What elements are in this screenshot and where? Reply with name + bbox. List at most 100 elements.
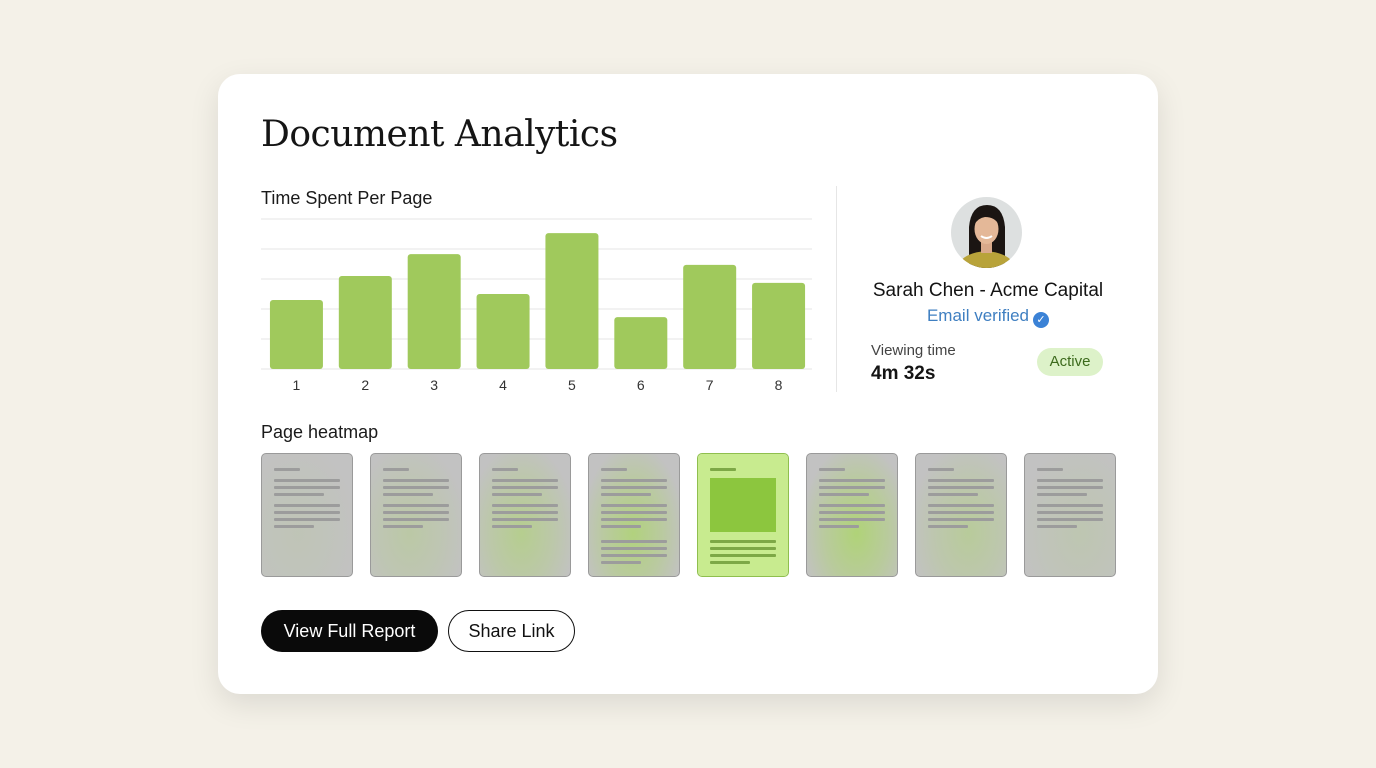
share-link-button[interactable]: Share Link: [448, 610, 575, 652]
x-tick-label: 4: [499, 377, 507, 393]
text-line: [492, 525, 532, 528]
text-line: [274, 479, 340, 482]
page-thumbnail-4[interactable]: [588, 453, 680, 577]
viewing-time-value: 4m 32s: [871, 363, 936, 384]
text-line: [928, 468, 954, 471]
text-line: [1037, 525, 1077, 528]
heat-overlay: [1025, 454, 1115, 576]
heat-overlay: [262, 454, 352, 576]
text-line: [819, 479, 885, 482]
text-line: [383, 511, 449, 514]
text-line: [383, 525, 423, 528]
text-line: [819, 525, 859, 528]
email-verified-label: Email verified: [926, 306, 1030, 325]
text-line: [492, 504, 558, 507]
text-line: [710, 547, 776, 550]
page-thumbnail-2[interactable]: [370, 453, 462, 577]
text-line: [601, 561, 641, 564]
heat-overlay: [371, 454, 461, 576]
text-line: [601, 547, 667, 550]
text-line: [601, 479, 667, 482]
page-thumbnail-1[interactable]: [261, 453, 353, 577]
bar-page-6: [614, 317, 668, 369]
bar-page-8: [752, 282, 806, 369]
viewer-name: Sarah Chen - Acme Capital: [872, 280, 1104, 301]
text-line: [819, 468, 845, 471]
text-line: [819, 518, 885, 521]
text-line: [928, 504, 994, 507]
email-verified: Email verified ✓: [838, 306, 1138, 328]
x-tick-label: 7: [706, 377, 714, 393]
page-thumbnail-7[interactable]: [915, 453, 1007, 577]
heat-overlay: [916, 454, 1006, 576]
text-line: [819, 493, 869, 496]
text-line: [492, 479, 558, 482]
image-block: [710, 478, 776, 532]
text-line: [819, 504, 885, 507]
heat-overlay: [807, 454, 897, 576]
text-line: [601, 468, 627, 471]
heat-overlay: [589, 454, 679, 576]
text-line: [492, 493, 542, 496]
text-line: [710, 561, 750, 564]
heatmap-title: Page heatmap: [261, 422, 379, 442]
viewing-time-label: Viewing time: [871, 342, 956, 359]
heat-overlay: [480, 454, 570, 576]
x-tick-label: 8: [775, 377, 783, 393]
x-tick-label: 5: [568, 377, 576, 393]
text-line: [274, 468, 300, 471]
text-line: [1037, 511, 1103, 514]
text-line: [1037, 518, 1103, 521]
bar-page-5: [545, 233, 599, 369]
x-tick-label: 1: [293, 377, 301, 393]
text-line: [601, 493, 651, 496]
x-tick-label: 6: [637, 377, 645, 393]
text-line: [601, 518, 667, 521]
view-full-report-button[interactable]: View Full Report: [261, 610, 438, 652]
text-line: [928, 525, 968, 528]
time-per-page-chart: 1 2 3 4 5 6 7 8: [261, 218, 812, 393]
status-badge: Active: [1037, 348, 1103, 376]
text-line: [928, 493, 978, 496]
text-line: [601, 525, 641, 528]
text-line: [601, 504, 667, 507]
text-line: [274, 504, 340, 507]
text-line: [710, 540, 776, 543]
verified-check-icon: ✓: [1033, 312, 1050, 328]
page-thumbnail-3[interactable]: [479, 453, 571, 577]
page-heatmap: [261, 453, 1116, 577]
text-line: [492, 518, 558, 521]
text-line: [274, 486, 340, 489]
text-line: [1037, 493, 1087, 496]
text-line: [492, 486, 558, 489]
text-line: [819, 486, 885, 489]
bar-page-2: [338, 276, 392, 369]
page-thumbnail-8[interactable]: [1024, 453, 1116, 577]
text-line: [383, 518, 449, 521]
text-line: [928, 511, 994, 514]
text-line: [819, 511, 885, 514]
text-line: [274, 525, 314, 528]
text-line: [383, 504, 449, 507]
text-line: [928, 518, 994, 521]
text-line: [383, 486, 449, 489]
text-line: [383, 493, 433, 496]
text-line: [492, 511, 558, 514]
text-line: [1037, 468, 1063, 471]
text-line: [601, 511, 667, 514]
bar-page-4: [476, 294, 530, 369]
text-line: [383, 479, 449, 482]
bar-page-3: [407, 254, 461, 369]
text-line: [383, 468, 409, 471]
text-line: [601, 540, 667, 543]
text-line: [274, 518, 340, 521]
divider: [836, 186, 837, 392]
bar-page-7: [683, 264, 737, 369]
text-line: [274, 511, 340, 514]
text-line: [274, 493, 324, 496]
x-tick-label: 3: [430, 377, 438, 393]
page-thumbnail-5[interactable]: [697, 453, 789, 577]
bar-page-1: [269, 300, 323, 369]
text-line: [1037, 486, 1103, 489]
page-thumbnail-6[interactable]: [806, 453, 898, 577]
